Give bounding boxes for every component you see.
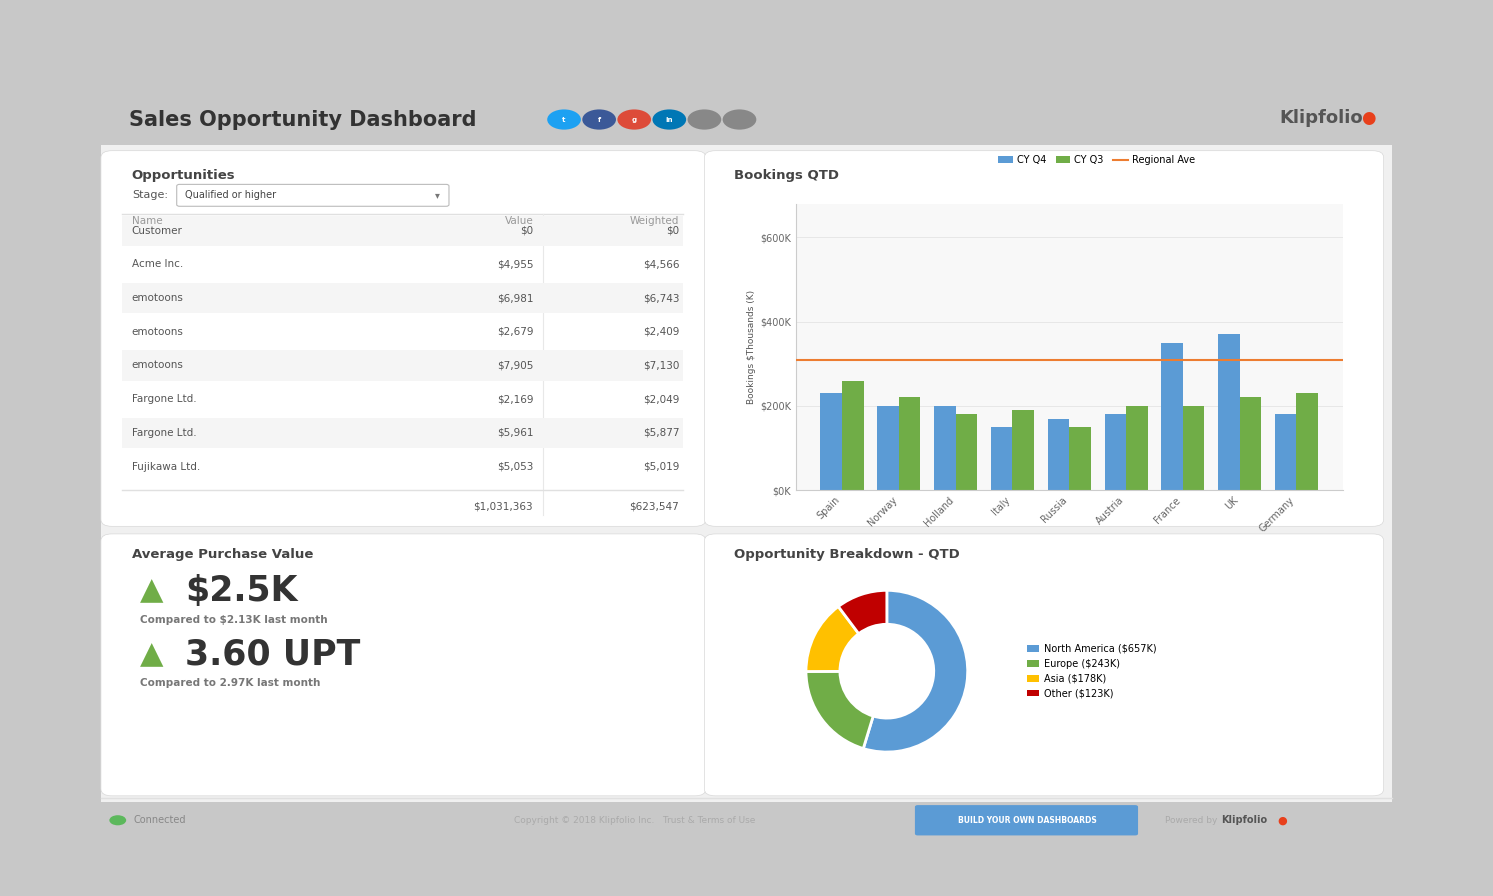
Text: Klipfolio: Klipfolio bbox=[1221, 815, 1268, 825]
Bar bbox=[899, 398, 921, 490]
Y-axis label: Bookings $Thousands (K): Bookings $Thousands (K) bbox=[746, 290, 755, 404]
FancyBboxPatch shape bbox=[915, 806, 1138, 835]
Text: Fujikawa Ltd.: Fujikawa Ltd. bbox=[131, 461, 200, 471]
Wedge shape bbox=[863, 590, 967, 752]
Text: emotoons: emotoons bbox=[131, 293, 184, 303]
Text: 3.60 UPT: 3.60 UPT bbox=[185, 637, 360, 671]
Bar bbox=[122, 283, 684, 314]
Text: $2,169: $2,169 bbox=[497, 394, 533, 404]
Text: $7,905: $7,905 bbox=[497, 360, 533, 370]
Legend: North America ($657K), Europe ($243K), Asia ($178K), Other ($123K): North America ($657K), Europe ($243K), A… bbox=[1023, 640, 1160, 702]
Wedge shape bbox=[839, 590, 887, 633]
Text: ▲: ▲ bbox=[140, 640, 164, 668]
Text: Connected: Connected bbox=[133, 815, 185, 825]
Bar bbox=[1105, 414, 1126, 490]
Bar bbox=[1239, 398, 1262, 490]
Circle shape bbox=[548, 109, 581, 130]
Bar bbox=[991, 427, 1012, 490]
Legend: CY Q4, CY Q3, Regional Ave: CY Q4, CY Q3, Regional Ave bbox=[994, 151, 1199, 169]
Circle shape bbox=[109, 815, 127, 825]
Text: $1,031,363: $1,031,363 bbox=[473, 502, 533, 512]
Text: $2.5K: $2.5K bbox=[185, 574, 297, 608]
Text: Name: Name bbox=[131, 216, 163, 226]
Text: $2,049: $2,049 bbox=[643, 394, 679, 404]
FancyBboxPatch shape bbox=[176, 185, 449, 206]
Bar bbox=[935, 406, 956, 490]
Text: Value: Value bbox=[505, 216, 533, 226]
Text: Acme Inc.: Acme Inc. bbox=[131, 259, 184, 270]
Text: Customer: Customer bbox=[131, 226, 182, 236]
Text: Fargone Ltd.: Fargone Ltd. bbox=[131, 394, 197, 404]
Text: Weighted: Weighted bbox=[630, 216, 679, 226]
Circle shape bbox=[723, 109, 757, 130]
Text: ●: ● bbox=[1362, 108, 1375, 127]
Text: Fargone Ltd.: Fargone Ltd. bbox=[131, 427, 197, 438]
Text: ●: ● bbox=[1277, 815, 1287, 825]
Bar bbox=[878, 406, 899, 490]
Text: Klipfolio: Klipfolio bbox=[1280, 108, 1363, 127]
Bar bbox=[821, 393, 842, 490]
Text: Average Purchase Value: Average Purchase Value bbox=[131, 547, 314, 561]
Circle shape bbox=[582, 109, 617, 130]
Text: $5,053: $5,053 bbox=[497, 461, 533, 471]
Bar bbox=[122, 350, 684, 381]
FancyBboxPatch shape bbox=[705, 151, 1384, 526]
Bar bbox=[842, 381, 863, 490]
Bar bbox=[1048, 418, 1069, 490]
Bar bbox=[956, 414, 978, 490]
Circle shape bbox=[618, 109, 651, 130]
Text: Sales Opportunity Dashboard: Sales Opportunity Dashboard bbox=[128, 109, 476, 130]
Wedge shape bbox=[806, 671, 873, 748]
Text: $0: $0 bbox=[666, 226, 679, 236]
Text: $5,961: $5,961 bbox=[497, 427, 533, 438]
Bar bbox=[122, 418, 684, 448]
Text: $2,679: $2,679 bbox=[497, 327, 533, 337]
Text: Qualified or higher: Qualified or higher bbox=[185, 190, 276, 201]
Text: BUILD YOUR OWN DASHBOARDS: BUILD YOUR OWN DASHBOARDS bbox=[959, 815, 1096, 825]
Bar bbox=[1182, 406, 1205, 490]
Bar bbox=[1069, 427, 1091, 490]
Text: $5,019: $5,019 bbox=[643, 461, 679, 471]
Text: Stage:: Stage: bbox=[131, 190, 167, 201]
Bar bbox=[1126, 406, 1148, 490]
FancyBboxPatch shape bbox=[705, 534, 1384, 796]
Text: Compared to 2.97K last month: Compared to 2.97K last month bbox=[140, 678, 321, 688]
Text: Opportunity Breakdown - QTD: Opportunity Breakdown - QTD bbox=[735, 547, 960, 561]
Text: $0: $0 bbox=[520, 226, 533, 236]
Text: $5,877: $5,877 bbox=[642, 427, 679, 438]
Bar bbox=[1275, 414, 1296, 490]
Bar bbox=[122, 216, 684, 246]
Text: emotoons: emotoons bbox=[131, 360, 184, 370]
Text: $4,566: $4,566 bbox=[642, 259, 679, 270]
Text: ▲: ▲ bbox=[140, 577, 164, 606]
FancyBboxPatch shape bbox=[102, 534, 706, 796]
Bar bbox=[1162, 342, 1182, 490]
Text: f: f bbox=[597, 116, 600, 123]
Text: $2,409: $2,409 bbox=[643, 327, 679, 337]
Text: $7,130: $7,130 bbox=[643, 360, 679, 370]
FancyBboxPatch shape bbox=[102, 151, 706, 526]
Wedge shape bbox=[806, 607, 858, 671]
Text: $6,743: $6,743 bbox=[642, 293, 679, 303]
Bar bbox=[1296, 393, 1318, 490]
Text: ▾: ▾ bbox=[434, 190, 440, 201]
Text: Compared to $2.13K last month: Compared to $2.13K last month bbox=[140, 615, 328, 625]
Text: Copyright © 2018 Klipfolio Inc.   Trust & Terms of Use: Copyright © 2018 Klipfolio Inc. Trust & … bbox=[514, 815, 755, 825]
Bar bbox=[1012, 410, 1035, 490]
Text: Opportunities: Opportunities bbox=[131, 169, 236, 183]
Text: t: t bbox=[563, 116, 566, 123]
Circle shape bbox=[652, 109, 687, 130]
Text: $623,547: $623,547 bbox=[630, 502, 679, 512]
Circle shape bbox=[688, 109, 721, 130]
Text: $4,955: $4,955 bbox=[497, 259, 533, 270]
Text: g: g bbox=[632, 116, 638, 123]
Text: Bookings QTD: Bookings QTD bbox=[735, 169, 839, 183]
Text: in: in bbox=[666, 116, 673, 123]
Text: Powered by: Powered by bbox=[1165, 815, 1217, 825]
Bar bbox=[102, 145, 1391, 802]
Text: emotoons: emotoons bbox=[131, 327, 184, 337]
Text: $6,981: $6,981 bbox=[497, 293, 533, 303]
Bar bbox=[1218, 334, 1239, 490]
